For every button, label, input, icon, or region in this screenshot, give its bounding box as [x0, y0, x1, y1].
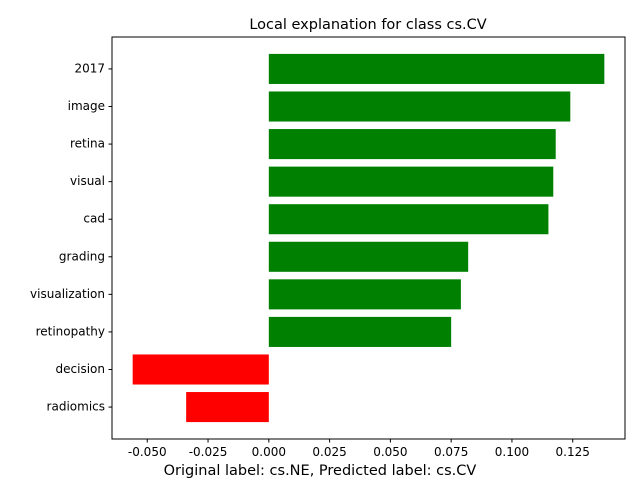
bar-retina — [268, 129, 556, 160]
y-tick-label: visual — [70, 174, 105, 188]
y-tick-label: decision — [56, 362, 105, 376]
y-tick-layer: radiomics decision retinopathy visualizatio… — [30, 61, 112, 414]
y-tick-label: retina — [70, 137, 105, 151]
y-tick-label: retinopathy — [36, 324, 105, 338]
axes-frame — [111, 36, 626, 440]
bar-image — [268, 91, 571, 122]
chart-caption: Original label: cs.NE, Predicted label: … — [164, 463, 477, 479]
bar-radiomics — [186, 392, 269, 423]
bar-2017 — [268, 53, 605, 84]
x-tick-label: -0.050 — [128, 445, 167, 459]
x-tick-label: 0.050 — [373, 445, 407, 459]
x-tick-label: 0.075 — [434, 445, 468, 459]
x-tick-label: 0.025 — [312, 445, 346, 459]
chart-title: Local explanation for class cs.CV — [249, 17, 486, 33]
y-tick-label: grading — [59, 249, 105, 263]
bar-grading — [268, 241, 469, 272]
x-tick-label: 0.125 — [556, 445, 590, 459]
y-tick-label: radiomics — [47, 400, 105, 414]
y-tick-label: cad — [83, 212, 105, 226]
bar-cad — [268, 204, 549, 235]
x-tick-label: 0.100 — [495, 445, 529, 459]
bars-layer — [132, 53, 605, 423]
bar-decision — [132, 354, 269, 385]
x-tick-layer: -0.050 -0.025 0.000 0.025 0.050 0.075 0.100 0.1… — [128, 439, 590, 459]
y-tick-label: 2017 — [74, 61, 105, 75]
x-tick-label: 0.000 — [252, 445, 286, 459]
bar-retinopathy — [268, 316, 452, 347]
y-tick-label: image — [68, 99, 105, 113]
bar-visualization — [268, 279, 461, 310]
x-tick-label: -0.025 — [189, 445, 228, 459]
bar-visual — [268, 166, 554, 197]
y-tick-label: visualization — [30, 287, 105, 301]
